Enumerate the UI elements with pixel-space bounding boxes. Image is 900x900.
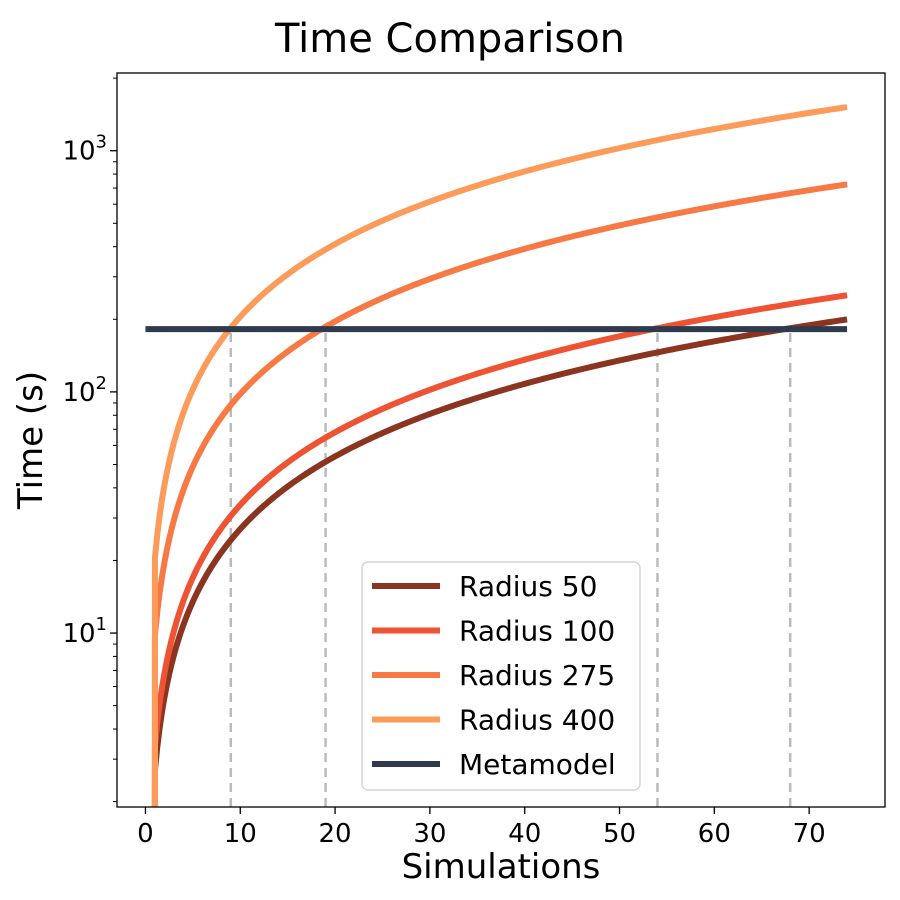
y-tick-label: 103 <box>62 132 107 167</box>
x-tick-label: 50 <box>603 819 636 849</box>
series-line-radius-50 <box>151 316 848 807</box>
legend: Radius 50 Radius 100 Radius 275 Radius 400 M… <box>361 561 641 791</box>
legend-label: Radius 275 <box>459 659 615 692</box>
series-lines <box>145 104 848 807</box>
legend-box <box>361 561 641 791</box>
x-tick-label: 40 <box>508 819 541 849</box>
plot-frame <box>116 72 886 808</box>
x-tick-label: 0 <box>137 819 154 849</box>
chart-title: Time Comparison <box>274 16 625 62</box>
series-line-radius-100 <box>151 292 848 807</box>
series-line-radius-400 <box>151 104 848 807</box>
x-tick-label: 30 <box>413 819 446 849</box>
y-ticks: 101 102 103 <box>62 77 117 803</box>
x-tick-label: 70 <box>793 819 826 849</box>
y-axis-label: Time (s) <box>11 371 51 510</box>
series-line-radius-275 <box>151 181 848 807</box>
x-tick-label: 20 <box>319 819 352 849</box>
x-tick-label: 10 <box>224 819 257 849</box>
legend-label: Radius 400 <box>459 704 615 737</box>
y-tick-label: 101 <box>62 614 107 649</box>
legend-label: Radius 100 <box>459 615 615 648</box>
x-ticks: 0 10 20 30 40 50 60 70 <box>137 807 826 849</box>
x-tick-label: 60 <box>698 819 731 849</box>
legend-label: Metamodel <box>459 748 616 781</box>
legend-label: Radius 50 <box>459 570 597 603</box>
x-axis-label: Simulations <box>402 847 601 887</box>
y-tick-label: 102 <box>62 373 107 408</box>
